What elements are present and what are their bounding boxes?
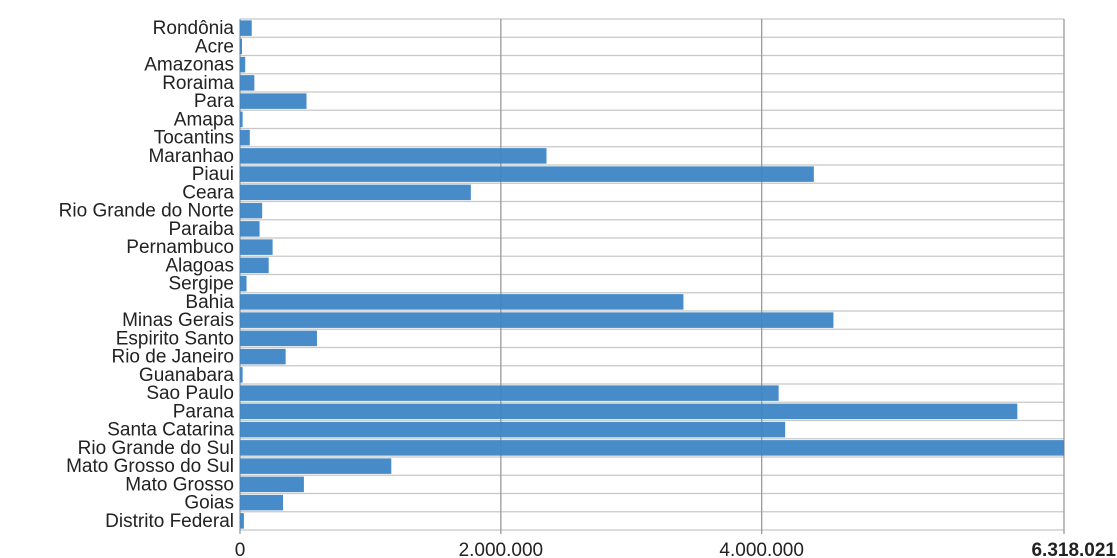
x-tick-label: 6.318.021 — [1031, 540, 1116, 558]
category-label: Rio Grande do Sul — [78, 438, 234, 459]
bar-25 — [240, 476, 304, 493]
category-label: Sao Paulo — [146, 383, 234, 404]
category-label: Tocantins — [154, 128, 234, 149]
bars — [240, 20, 1064, 529]
bar-9 — [240, 184, 471, 201]
bar-3 — [240, 75, 255, 91]
bar-2 — [240, 56, 246, 73]
bar-15 — [240, 294, 684, 310]
category-label: Parana — [173, 401, 235, 422]
bar-5 — [240, 111, 243, 128]
category-label: Minas Gerais — [122, 310, 234, 331]
category-label: Paraiba — [169, 219, 235, 240]
bar-7 — [240, 148, 547, 164]
category-label: Roraima — [162, 73, 234, 94]
category-label: Goias — [184, 493, 234, 514]
category-labels: RondôniaAcreAmazonasRoraimaParaAmapaToca… — [59, 18, 235, 532]
x-axis-ticks: 0 2.000.000 4.000.000 6.318.021 — [235, 540, 1117, 558]
bar-13 — [240, 257, 269, 274]
bar-16 — [240, 312, 834, 328]
x-tick-label: 4.000.000 — [719, 540, 804, 558]
bar-19 — [240, 367, 243, 383]
category-label: Ceara — [182, 182, 234, 203]
bar-24 — [240, 458, 392, 474]
category-label: Maranhao — [148, 146, 234, 167]
category-label: Guanabara — [139, 365, 235, 386]
category-label: Alagoas — [165, 255, 234, 276]
bar-12 — [240, 239, 273, 255]
category-label: Amazonas — [144, 55, 234, 76]
bar-20 — [240, 385, 779, 401]
x-tick-label: 0 — [235, 540, 246, 558]
category-label: Acre — [195, 36, 234, 57]
grid-lines — [239, 18, 1065, 534]
category-label: Mato Grosso do Sul — [66, 456, 234, 477]
bar-21 — [240, 403, 1018, 420]
category-label: Rio Grande do Norte — [59, 201, 234, 222]
category-label: Sergipe — [169, 274, 235, 295]
bar-6 — [240, 129, 250, 146]
category-label: Rondônia — [153, 18, 235, 39]
bar-23 — [240, 440, 1064, 456]
bar-4 — [240, 93, 307, 109]
bar-27 — [240, 513, 244, 529]
bar-1 — [240, 38, 242, 55]
category-label: Amapa — [174, 109, 235, 130]
bar-0 — [240, 20, 252, 36]
bar-14 — [240, 275, 247, 292]
x-tick-label: 2.000.000 — [459, 540, 544, 558]
bar-10 — [240, 202, 263, 219]
bar-17 — [240, 330, 317, 347]
category-label: Piaui — [192, 164, 234, 185]
category-label: Rio de Janeiro — [111, 347, 234, 368]
bar-11 — [240, 221, 260, 237]
category-label: Mato Grosso — [125, 474, 234, 495]
bar-26 — [240, 494, 284, 511]
category-label: Espirito Santo — [116, 328, 234, 349]
category-label: Bahia — [185, 292, 234, 313]
category-label: Distrito Federal — [105, 511, 234, 532]
bar-22 — [240, 421, 786, 438]
bar-18 — [240, 348, 286, 365]
category-label: Pernambuco — [126, 237, 234, 258]
category-label: Santa Catarina — [107, 420, 234, 441]
category-label: Para — [194, 91, 235, 112]
bar-8 — [240, 166, 814, 182]
